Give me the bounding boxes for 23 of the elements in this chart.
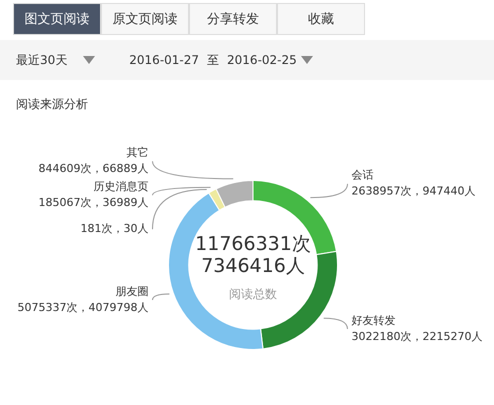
data-label: 3022180次，2215270人 (352, 330, 482, 343)
text: 2016-01-27 (129, 53, 200, 67)
text: 阅读总数 (229, 287, 277, 302)
slice-label: 会话 (352, 168, 374, 182)
data-label: 185067次，36989人 (38, 196, 148, 210)
text: 分享转发 (189, 3, 277, 35)
data-label: 181次，30人 (80, 222, 148, 236)
text: 图文页阅读 (13, 3, 101, 35)
text: 至 (207, 52, 220, 68)
text: 最近30天 (16, 52, 68, 68)
slice-label: 历史消息页 (94, 180, 148, 194)
text: 原文页阅读 (101, 3, 189, 35)
slice-label: 其它 (126, 146, 148, 160)
text: 7346416人 (201, 254, 305, 277)
data-label: 2638957次，947440人 (352, 184, 476, 198)
text: 11766331次 (195, 232, 311, 255)
text: 收藏 (277, 3, 365, 35)
slice-label: 朋友圈 (116, 284, 148, 298)
data-label: 5075337次，4079798人 (18, 300, 148, 314)
text: 2016-02-25 (227, 53, 297, 67)
data-label: 844609次，66889人 (38, 162, 148, 176)
chart-title: 阅读来源分析 (16, 96, 88, 113)
slice-label: 好友转发 (352, 314, 396, 327)
